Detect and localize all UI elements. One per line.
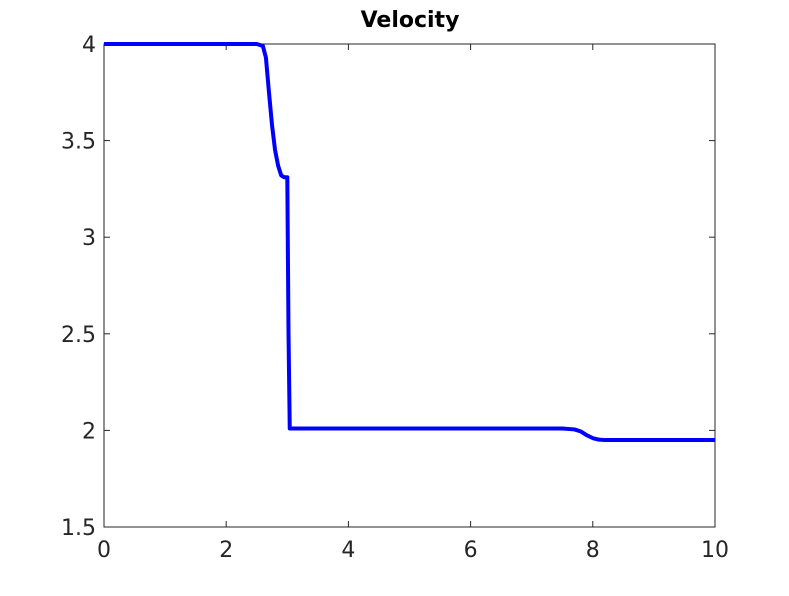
y-tick-label: 4 bbox=[82, 33, 96, 58]
y-tick-label: 2 bbox=[82, 419, 96, 444]
x-tick-label: 2 bbox=[219, 538, 233, 563]
line bbox=[104, 42, 715, 443]
x-tick-label: 8 bbox=[586, 538, 600, 563]
chart-title: Velocity bbox=[361, 8, 460, 33]
y-tick-label: 3.5 bbox=[61, 130, 96, 155]
axes-box bbox=[103, 43, 716, 528]
y-tick-label: 3 bbox=[82, 226, 96, 251]
y-tick-label: 2.5 bbox=[61, 323, 96, 348]
x-tick-label: 4 bbox=[341, 538, 355, 563]
x-tick-label: 0 bbox=[97, 538, 111, 563]
x-tick-label: 10 bbox=[701, 538, 729, 563]
x-tick-label: 6 bbox=[464, 538, 478, 563]
y-tick-label: 1.5 bbox=[61, 516, 96, 541]
